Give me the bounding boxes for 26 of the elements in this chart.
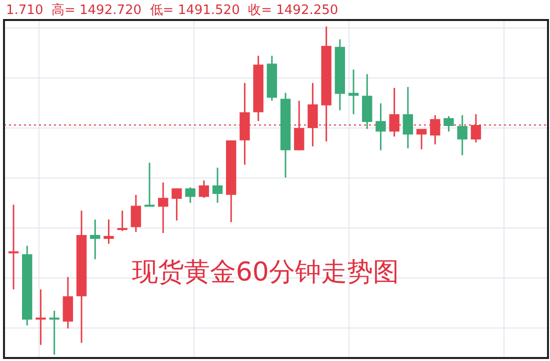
candlestick <box>470 113 482 144</box>
candlestick <box>444 115 454 132</box>
candlestick <box>172 188 182 222</box>
candlestick <box>457 114 468 156</box>
candlestick <box>117 210 128 232</box>
candlestick <box>49 310 60 356</box>
candlestick <box>430 114 440 146</box>
text: 1.710 高= 1492.720 低= 1491.520 收= 1492.250 <box>6 3 338 18</box>
candlestick <box>158 182 168 234</box>
candlestick <box>294 100 304 152</box>
candlestick <box>389 87 400 138</box>
text: 现货黄金60分钟走势图 <box>132 257 399 288</box>
candlestick <box>308 82 318 148</box>
candlestick <box>144 162 155 208</box>
candlestick <box>90 218 100 260</box>
candlestick <box>348 68 359 115</box>
candlestick <box>402 86 414 150</box>
candlestick <box>130 194 142 233</box>
candlestick <box>36 288 46 346</box>
candlestick <box>198 180 210 199</box>
candlestick <box>185 186 196 204</box>
candlestick <box>212 166 223 204</box>
candlestick <box>416 128 427 150</box>
candlestick <box>8 204 19 290</box>
candlestick <box>104 218 114 245</box>
candlestick <box>376 102 386 152</box>
